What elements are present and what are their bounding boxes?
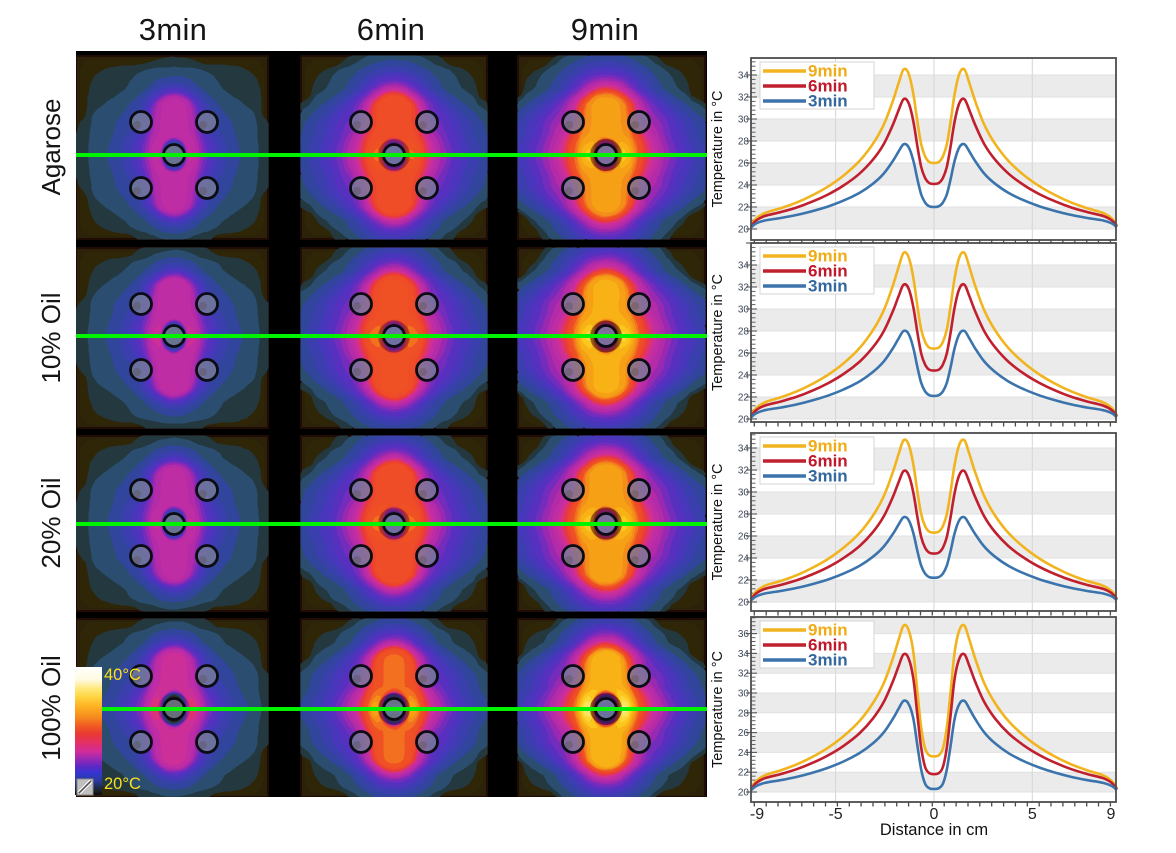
svg-text:-5: -5 [828, 806, 842, 823]
svg-text:6min: 6min [808, 452, 848, 471]
svg-text:3min: 3min [808, 651, 848, 670]
svg-text:34: 34 [738, 444, 750, 455]
svg-text:26: 26 [738, 159, 750, 170]
svg-text:Temperature in °C: Temperature in °C [710, 651, 726, 768]
svg-text:9min: 9min [808, 437, 848, 456]
svg-text:28: 28 [738, 327, 750, 338]
svg-text:24: 24 [738, 181, 750, 192]
svg-text:Temperature in °C: Temperature in °C [710, 274, 726, 391]
svg-text:0: 0 [930, 806, 939, 823]
svg-text:34: 34 [738, 71, 750, 82]
svg-text:5: 5 [1028, 806, 1037, 823]
svg-text:9: 9 [1107, 806, 1116, 823]
svg-text:32: 32 [738, 93, 750, 104]
svg-text:9min: 9min [808, 621, 848, 640]
svg-text:30: 30 [738, 689, 750, 700]
svg-text:Distance in cm: Distance in cm [880, 821, 988, 839]
svg-text:32: 32 [738, 283, 750, 294]
svg-text:6min: 6min [808, 77, 848, 96]
svg-text:28: 28 [738, 708, 750, 719]
svg-text:Temperature in °C: Temperature in °C [710, 463, 726, 580]
svg-text:22: 22 [738, 576, 750, 587]
svg-text:26: 26 [738, 728, 750, 739]
svg-text:9min: 9min [808, 247, 848, 266]
svg-text:20: 20 [738, 598, 750, 609]
svg-text:20: 20 [738, 788, 750, 799]
svg-text:32: 32 [738, 669, 750, 680]
svg-text:6min: 6min [808, 262, 848, 281]
svg-text:26: 26 [738, 532, 750, 543]
svg-text:26: 26 [738, 349, 750, 360]
svg-text:30: 30 [738, 488, 750, 499]
svg-text:Temperature in °C: Temperature in °C [710, 90, 726, 207]
svg-text:-9: -9 [750, 806, 764, 823]
svg-text:34: 34 [738, 261, 750, 272]
svg-text:24: 24 [738, 748, 750, 759]
svg-text:22: 22 [738, 393, 750, 404]
svg-text:24: 24 [738, 554, 750, 565]
svg-text:30: 30 [738, 305, 750, 316]
svg-text:28: 28 [738, 137, 750, 148]
svg-text:22: 22 [738, 768, 750, 779]
svg-text:6min: 6min [808, 636, 848, 655]
svg-text:3min: 3min [808, 467, 848, 486]
svg-text:28: 28 [738, 510, 750, 521]
svg-text:20: 20 [738, 415, 750, 426]
svg-text:20: 20 [738, 225, 750, 236]
svg-text:3min: 3min [808, 92, 848, 111]
svg-text:3min: 3min [808, 277, 848, 296]
svg-text:30: 30 [738, 115, 750, 126]
svg-text:24: 24 [738, 371, 750, 382]
svg-text:22: 22 [738, 203, 750, 214]
svg-text:32: 32 [738, 466, 750, 477]
svg-text:9min: 9min [808, 62, 848, 81]
svg-text:34: 34 [738, 649, 750, 660]
svg-text:36: 36 [738, 629, 750, 640]
